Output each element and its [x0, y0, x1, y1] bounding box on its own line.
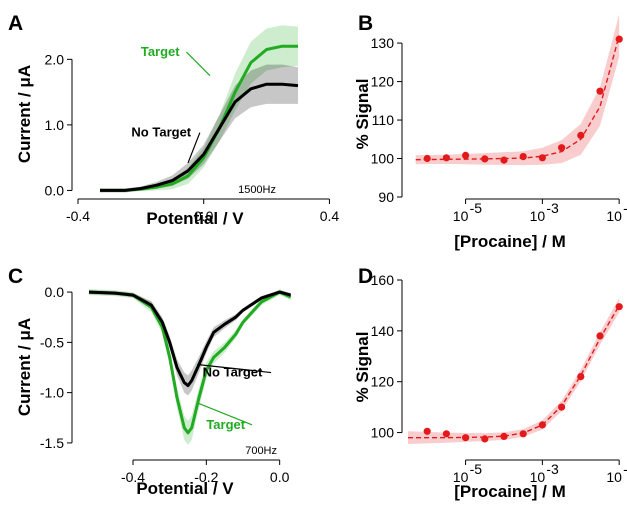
panel-c-ytick-label: -1.5 [40, 435, 64, 451]
panel-c-frequency: 700Hz [245, 445, 277, 457]
panel-a-no-target-line [100, 82, 299, 192]
panel-d-ylabel: % Signal [353, 332, 372, 403]
panel-d-point [500, 432, 508, 440]
panel-d-point [423, 427, 431, 435]
panel-d-xlabel: [Procaine] / M [454, 482, 565, 501]
panel-b-point [615, 35, 623, 43]
panel-d-point [577, 373, 585, 381]
panel-a-frequency: 1500Hz [238, 184, 276, 196]
panel-a-ytick-label: 2.0 [45, 51, 65, 67]
panel-b: B [Procaine] / M % Signal 90 100 110 120 130… [353, 12, 627, 251]
panel-d-ytick-label: 140 [371, 323, 395, 339]
panel-b-point [538, 154, 547, 162]
panel-b-point [423, 154, 431, 163]
panel-d-point [538, 421, 547, 429]
panel-a-ylabel: Current / μA [15, 65, 34, 163]
panel-b-point [481, 155, 489, 163]
panel-d-xtick-label: 10 [530, 469, 546, 485]
panel-c-xtick-label: -0.4 [121, 469, 145, 485]
panel-d-point [558, 403, 566, 411]
panel-d-ytick-label: 100 [371, 425, 395, 441]
panel-d-point [615, 303, 623, 311]
panel-b-xlabel: [Procaine] / M [454, 232, 565, 251]
panel-c-no-target-line [88, 290, 292, 388]
panel-d: D [Procaine] / M % Signal 100 120 140 160 10… [353, 265, 627, 501]
panel-d-xtick-exponent: -1 [623, 461, 627, 477]
panel-b-point [462, 151, 470, 159]
panel-c-ylabel: Current / μA [15, 318, 34, 416]
panel-d-point [481, 435, 489, 443]
panel-d-xtick-exponent: -3 [546, 461, 559, 477]
panel-b-ytick-label: 120 [371, 74, 395, 90]
panel-d-point [519, 430, 527, 438]
panel-b-xtick-label: 10 [530, 208, 546, 224]
panel-b-xtick-exponent: -5 [470, 200, 483, 216]
panel-c-ytick-label: -0.5 [40, 334, 64, 350]
panel-a-no-target-band [100, 64, 298, 193]
panel-b-ytick-label: 90 [378, 189, 394, 205]
panel-label-a: A [8, 12, 23, 35]
panel-c-label-target: Target [206, 417, 245, 432]
panel-d-point [596, 332, 604, 340]
panel-b-xtick-label: 10 [453, 208, 469, 224]
panel-d-xtick-exponent: -5 [470, 461, 483, 477]
panel-label-c: C [8, 265, 23, 288]
panel-label-b: B [358, 12, 373, 35]
panel-b-ylabel: % Signal [353, 79, 372, 150]
panel-d-fit-band [408, 298, 620, 444]
panel-b-point [519, 153, 527, 161]
panel-a-label-no-target: No Target [131, 125, 191, 140]
panel-b-xtick-label: 10 [606, 208, 622, 224]
panel-c-label-target-pointer [196, 402, 253, 426]
panel-c-xtick-label: 0.0 [270, 469, 290, 485]
panel-a-label-no-target-pointer [187, 132, 201, 164]
panel-a-xlabel: Potential / V [146, 209, 244, 228]
panel-c: C Potential / V Current / μA 700Hz 0.0 -0… [8, 265, 292, 498]
panel-c-target-line [88, 290, 292, 435]
panel-b-fit-band [415, 14, 620, 166]
panel-label-d: D [358, 265, 373, 288]
panel-b-ytick-label: 100 [371, 151, 395, 167]
panel-b-point [500, 156, 508, 164]
panel-c-no-target-band [89, 290, 291, 396]
panel-a-label-target-pointer [186, 51, 211, 77]
panel-b-point [577, 131, 585, 139]
panel-a-xtick-label: 0.0 [194, 208, 214, 224]
panel-b-xtick-exponent: -3 [546, 200, 559, 216]
panel-b-point [442, 154, 450, 162]
panel-d-ytick-label: 160 [371, 272, 395, 288]
panel-b-fit-line [415, 35, 620, 161]
panel-d-point [442, 430, 450, 438]
panel-d-xtick-label: 10 [453, 469, 469, 485]
panel-c-xlabel: Potential / V [136, 479, 234, 498]
panel-d-point [462, 434, 470, 442]
panel-c-ytick-label: 0.0 [45, 284, 65, 300]
panel-d-fit-line [408, 305, 620, 439]
panel-d-xtick-label: 10 [606, 469, 622, 485]
panel-a-xtick-label: -0.4 [66, 208, 90, 224]
panel-b-xtick-exponent: -1 [623, 200, 627, 216]
panel-c-ytick-label: -1.0 [40, 385, 64, 401]
panel-a-ytick-label: 1.0 [45, 117, 65, 133]
panel-b-point [596, 87, 604, 95]
panel-c-label-no-target-pointer [197, 363, 272, 374]
panel-b-ytick-label: 130 [371, 35, 395, 51]
panel-d-ytick-label: 120 [371, 374, 395, 390]
panel-a: A Potential / V Current / μA 1500Hz 0.0 1… [8, 12, 339, 228]
panel-a-ytick-label: 0.0 [45, 182, 65, 198]
panel-a-label-target: Target [141, 44, 180, 59]
panel-c-label-no-target: No Target [203, 365, 263, 380]
panel-b-ytick-label: 110 [372, 112, 395, 128]
panel-c-xtick-label: -0.2 [194, 469, 218, 485]
panel-b-point [558, 144, 566, 152]
panel-a-xtick-label: 0.4 [320, 208, 340, 224]
